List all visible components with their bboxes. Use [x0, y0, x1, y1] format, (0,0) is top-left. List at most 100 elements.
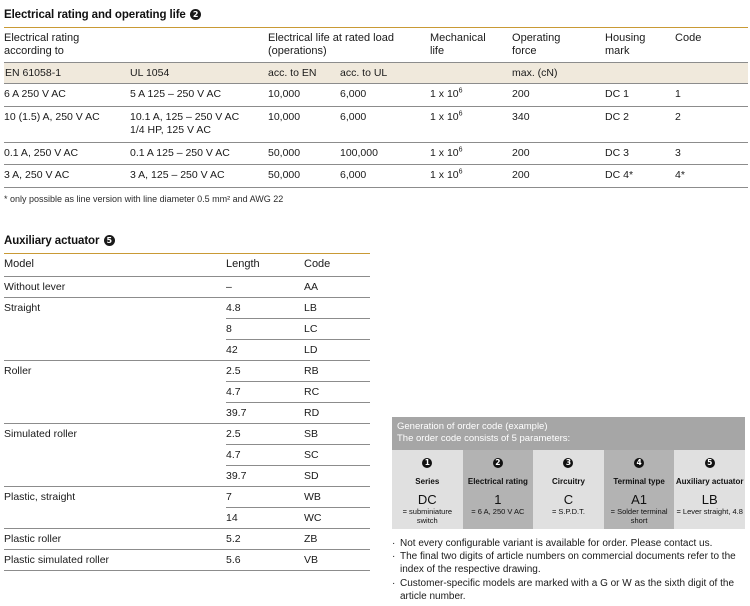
- cell-code: 1: [675, 83, 749, 106]
- bullet-icon: ·: [392, 538, 396, 549]
- cell-model: [4, 319, 226, 340]
- cell-model: Plastic simulated roller: [4, 549, 226, 571]
- col-header-line1: Operating: [512, 32, 561, 44]
- order-code-label-circuitry: Circuitry: [533, 474, 604, 490]
- cell-housing-mark: DC 4*: [605, 164, 676, 188]
- electrical-section-title-row: Electrical rating and operating life 2: [4, 5, 748, 27]
- cell-operating-force: 200: [512, 164, 606, 188]
- mech-base: 1 x 10: [430, 146, 459, 159]
- note-item: · The final two digits of article number…: [392, 550, 745, 576]
- table-row: 39.7 SD: [4, 465, 370, 487]
- cell-mechanical-life: 1 x 106: [430, 141, 513, 165]
- cell-length: 8: [226, 318, 304, 340]
- order-code-header-line2: The order code consists of 5 parameters:: [397, 433, 571, 444]
- step-badge-3: 3: [563, 458, 574, 468]
- order-code-box: Generation of order code (example) The o…: [392, 417, 745, 603]
- table-row: Roller 2.5 RB: [4, 360, 370, 382]
- cell-ul-line1: 10.1 A, 125 – 250 V AC: [130, 110, 240, 123]
- step-badge-2: 2: [190, 9, 202, 20]
- note-text: The final two digits of article numbers …: [400, 551, 736, 576]
- cell-model: [4, 508, 226, 529]
- bullet-icon: ·: [392, 577, 396, 589]
- mech-base: 1 x 10: [430, 88, 459, 100]
- col-header-line2: mark: [605, 45, 630, 57]
- col-header-code: Code: [304, 253, 370, 277]
- cell-code: 2: [675, 105, 749, 142]
- cell-length: 7: [226, 486, 304, 508]
- note-item: · Not every configurable variant is avai…: [392, 537, 745, 550]
- order-code-param-number-cell: 2: [462, 450, 534, 474]
- aux-section-title-row: Auxiliary actuator 5: [4, 231, 370, 253]
- table-row: 0.1 A, 250 V AC 0.1 A 125 – 250 V AC 50,…: [4, 141, 749, 165]
- cell-length: 4.7: [226, 381, 304, 403]
- step-badge-1: 1: [422, 458, 433, 468]
- col-header-line1: Code: [675, 32, 702, 44]
- auxiliary-actuator-section: Auxiliary actuator 5 Model Length Code W…: [4, 231, 370, 571]
- order-code-header-line1: Generation of order code (example): [397, 421, 548, 432]
- cell-code: 3: [675, 141, 749, 165]
- mech-exponent: 6: [458, 87, 463, 95]
- order-code-param-number-cell: 5: [674, 450, 745, 474]
- mech-exponent: 6: [458, 110, 463, 117]
- table-row: Plastic simulated roller 5.6 VB: [4, 549, 370, 571]
- cell-mechanical-life: 1 x 106: [430, 105, 513, 142]
- electrical-rating-table-body: 6 A 250 V AC 5 A 125 – 250 V AC 10,000 6…: [4, 83, 749, 188]
- cell-length: 2.5: [226, 423, 304, 445]
- col-header-housing-mark: Housing mark: [605, 27, 676, 63]
- cell-length: –: [226, 276, 304, 298]
- cell-model: Plastic roller: [4, 528, 226, 550]
- cell-ul-line1: 5 A 125 – 250 V AC: [130, 88, 222, 100]
- auxiliary-actuator-table-body: Without lever – AA Straight 4.8 LB 8 LC …: [4, 276, 370, 571]
- cell-code: LB: [304, 297, 370, 319]
- mech-base: 1 x 10: [430, 169, 459, 181]
- table-header-row: Electrical rating according to Electrica…: [4, 27, 749, 63]
- cell-life-ul: 6,000: [340, 105, 431, 142]
- cell-code: RB: [304, 360, 370, 382]
- table-row: 3 A, 250 V AC 3 A, 125 – 250 V AC 50,000…: [4, 164, 749, 188]
- order-code-value-electrical-rating: 1 = 6 A, 250 V AC: [462, 490, 534, 529]
- cell-model: [4, 403, 226, 424]
- step-badge-5: 5: [103, 235, 115, 246]
- cell-model: [4, 340, 226, 361]
- order-code-number-row: 1 2 3 4 5: [392, 450, 745, 474]
- order-code-label-row: Series Electrical rating Circuitry Termi…: [392, 474, 745, 490]
- cell-model: [4, 382, 226, 403]
- note-text: Not every configurable variant is availa…: [400, 538, 713, 549]
- order-code-value-circuitry: C = S.P.D.T.: [533, 490, 604, 529]
- table-row: 4.7 RC: [4, 381, 370, 403]
- cell-en-rating: 6 A 250 V AC: [4, 83, 130, 106]
- cell-life-ul: 100,000: [340, 141, 431, 165]
- order-code-description: = Solder terminal short: [610, 507, 668, 525]
- cell-ul-rating: 5 A 125 – 250 V AC: [130, 83, 268, 106]
- cell-model: Without lever: [4, 276, 226, 298]
- cell-life-en: 50,000: [268, 164, 340, 188]
- cell-operating-force: 200: [512, 141, 606, 165]
- col-header-length: Length: [226, 253, 304, 277]
- cell-length: 4.7: [226, 444, 304, 466]
- cell-code: LD: [304, 339, 370, 361]
- bullet-icon: ·: [392, 551, 396, 563]
- cell-code: 4*: [675, 164, 749, 188]
- table-row: 6 A 250 V AC 5 A 125 – 250 V AC 10,000 6…: [4, 83, 749, 106]
- col-header-line1: Housing: [605, 32, 646, 44]
- order-code-value: DC: [417, 492, 437, 507]
- cell-code: SC: [304, 444, 370, 466]
- cell-model: Plastic, straight: [4, 486, 226, 508]
- subheader-housing-blank: [605, 62, 676, 84]
- step-badge-5: 5: [704, 458, 715, 468]
- order-code-description: = S.P.D.T.: [551, 507, 585, 516]
- table-row: Without lever – AA: [4, 276, 370, 298]
- order-code-param-number-cell: 1: [392, 450, 463, 474]
- order-code-table: 1 2 3 4 5 Series Electrical rating Circu…: [392, 450, 745, 529]
- order-code-param-number-cell: 4: [603, 450, 675, 474]
- table-row: Plastic, straight 7 WB: [4, 486, 370, 508]
- col-header-code: Code: [675, 27, 749, 63]
- order-code-value: A1: [631, 492, 648, 507]
- cell-mechanical-life: 1 x 106: [430, 164, 513, 188]
- order-code-value: C: [563, 492, 574, 507]
- cell-code: AA: [304, 276, 370, 298]
- table-row: 10 (1.5) A, 250 V AC 10.1 A, 125 – 250 V…: [4, 105, 749, 142]
- cell-length: 42: [226, 339, 304, 361]
- col-header-electrical-rating: Electrical rating according to: [4, 27, 130, 63]
- cell-code: WC: [304, 507, 370, 529]
